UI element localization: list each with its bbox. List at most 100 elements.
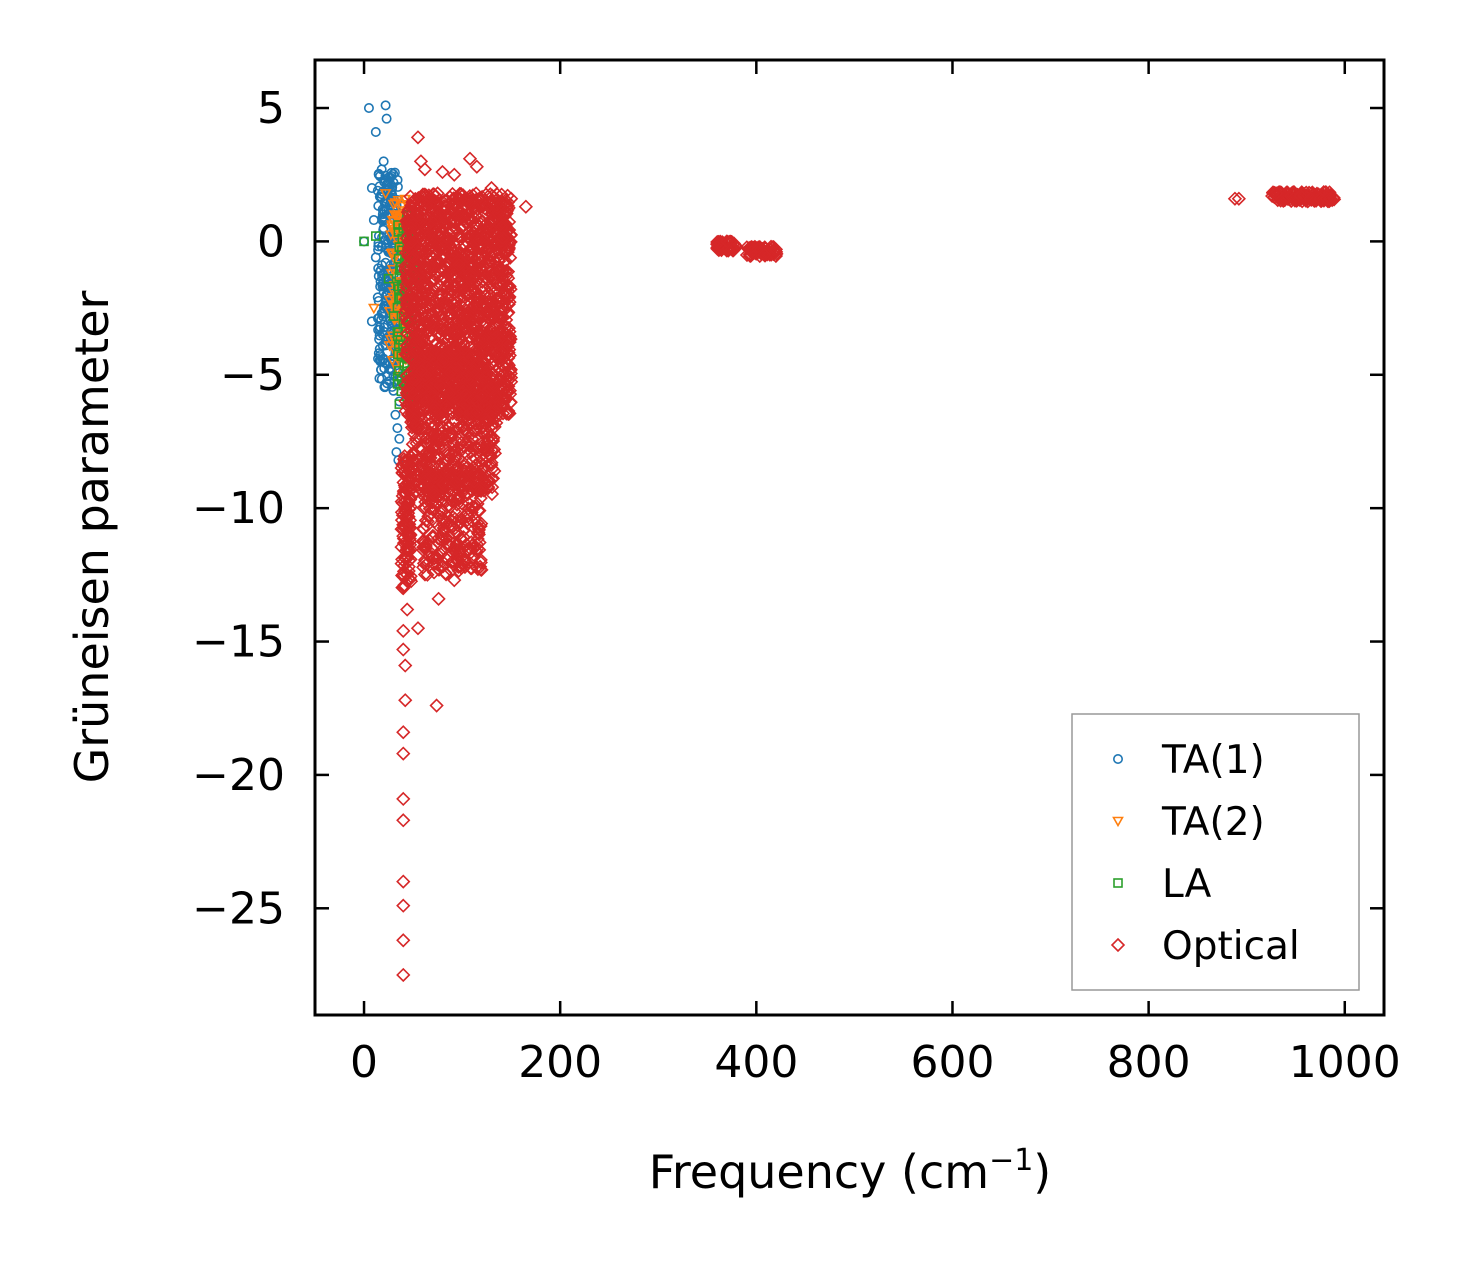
data-point xyxy=(501,305,516,320)
data-point xyxy=(376,164,387,175)
data-point xyxy=(377,232,388,243)
y-tick-label: −25 xyxy=(192,883,285,934)
data-point xyxy=(495,263,511,278)
data-point xyxy=(410,130,426,145)
data-point xyxy=(418,368,434,383)
data-point xyxy=(459,367,475,382)
data-point xyxy=(483,435,498,450)
data-point xyxy=(435,354,450,369)
data-point xyxy=(407,408,422,423)
data-point xyxy=(425,463,440,478)
data-point xyxy=(387,199,400,211)
data-point xyxy=(385,269,398,280)
data-point xyxy=(483,449,498,464)
x-tick-label: 0 xyxy=(350,1037,378,1088)
data-point xyxy=(444,253,459,268)
data-point xyxy=(404,285,419,300)
data-point xyxy=(393,253,404,264)
data-point xyxy=(420,555,436,571)
data-point xyxy=(484,180,499,196)
data-point xyxy=(400,602,415,617)
data-point xyxy=(413,154,429,169)
data-point xyxy=(503,363,518,378)
data-point xyxy=(425,419,440,434)
data-point xyxy=(383,172,394,183)
data-point xyxy=(480,383,495,398)
data-point xyxy=(394,539,409,555)
data-point xyxy=(1227,191,1243,206)
x-axis-title-superscript: −1 xyxy=(989,1143,1033,1178)
legend-marker-0 xyxy=(1113,753,1124,764)
data-point xyxy=(415,302,431,317)
data-point xyxy=(428,469,443,484)
data-point xyxy=(380,257,391,268)
data-point xyxy=(459,216,474,232)
data-point xyxy=(392,327,403,337)
data-point xyxy=(388,311,399,321)
data-point xyxy=(498,326,513,341)
data-point xyxy=(501,331,517,346)
data-point xyxy=(483,281,499,296)
data-point xyxy=(443,349,458,364)
data-point xyxy=(402,315,417,330)
data-point xyxy=(373,241,384,252)
data-point xyxy=(469,320,484,335)
data-point xyxy=(714,239,730,254)
data-point xyxy=(431,451,447,466)
data-point xyxy=(420,567,435,582)
axis-ticks: 0 200 400 600 800 1000 5 0 −5 −10 −15 −20 −25 xyxy=(192,60,1401,1088)
data-point xyxy=(484,228,499,243)
data-point xyxy=(473,490,488,506)
data-point xyxy=(498,320,513,336)
data-point xyxy=(484,248,499,263)
data-point xyxy=(403,520,418,535)
data-point xyxy=(437,270,452,285)
data-point xyxy=(405,372,420,387)
data-point xyxy=(485,332,500,347)
data-point xyxy=(398,693,413,708)
data-point xyxy=(1270,186,1285,201)
data-point xyxy=(396,725,411,740)
data-point xyxy=(396,813,411,828)
x-tick-label: 600 xyxy=(910,1037,994,1088)
data-point xyxy=(414,326,429,342)
data-point xyxy=(397,550,412,565)
data-point xyxy=(454,370,469,386)
data-point xyxy=(410,222,425,237)
data-point xyxy=(396,579,411,594)
data-point xyxy=(380,175,391,186)
data-point xyxy=(486,347,502,362)
data-point xyxy=(460,485,475,500)
data-point xyxy=(493,262,508,277)
data-point xyxy=(460,512,475,528)
data-point xyxy=(431,591,446,606)
data-point xyxy=(471,520,486,535)
data-point xyxy=(462,266,477,281)
data-point xyxy=(469,404,485,420)
data-point xyxy=(1268,186,1284,201)
data-point xyxy=(404,214,419,229)
data-point xyxy=(417,567,433,582)
data-point xyxy=(460,249,475,264)
data-point xyxy=(479,412,494,427)
data-point xyxy=(495,342,510,357)
data-point xyxy=(436,198,452,214)
data-point xyxy=(380,100,391,111)
data-point xyxy=(431,365,446,380)
data-point xyxy=(392,174,403,185)
data-point xyxy=(373,169,384,180)
data-point xyxy=(477,356,492,371)
data-point xyxy=(408,367,423,382)
data-point xyxy=(426,529,441,544)
data-point xyxy=(434,250,449,265)
data-point xyxy=(453,186,469,202)
data-point xyxy=(475,233,491,248)
data-point xyxy=(485,322,500,337)
data-point xyxy=(462,330,477,345)
data-point xyxy=(459,464,474,479)
data-point xyxy=(372,292,383,303)
data-point xyxy=(459,278,474,293)
data-point xyxy=(446,510,461,525)
data-point xyxy=(443,195,458,211)
data-point xyxy=(428,210,444,225)
